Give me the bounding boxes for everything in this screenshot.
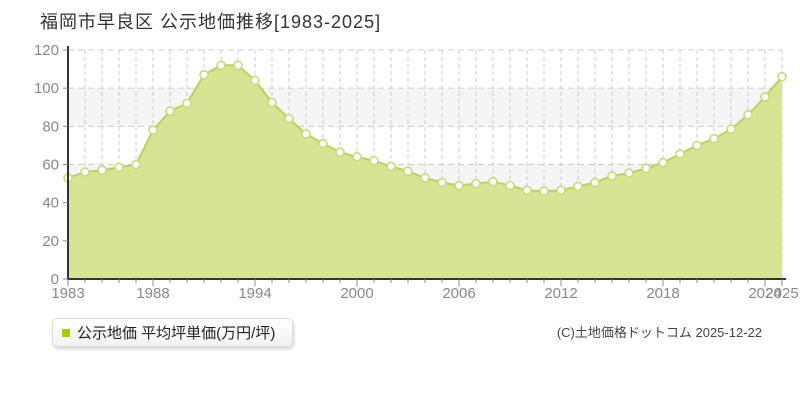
svg-text:40: 40 [42,195,59,212]
chart-title: 福岡市早良区 公示地価推移[1983-2025] [40,12,382,32]
data-point [97,165,107,175]
data-point [454,180,464,191]
svg-text:60: 60 [42,157,59,174]
copyright-text: (C)土地価格ドットコム 2025-12-22 [556,325,762,340]
legend: 公示地価 平均坪単価(万円/坪) [52,318,294,347]
svg-text:100: 100 [34,80,59,97]
data-point [403,166,413,176]
data-point [369,155,379,166]
data-point [658,157,668,168]
data-points [63,60,787,196]
data-point [624,168,634,178]
data-point [573,181,583,192]
data-point [165,106,175,116]
data-point [216,60,226,71]
svg-text:1988: 1988 [136,285,169,302]
data-point [709,133,719,144]
data-point [267,97,277,108]
svg-text:0: 0 [51,271,59,288]
data-point [199,70,209,80]
svg-text:2000: 2000 [340,285,373,302]
data-point [420,173,430,183]
y-tick-labels: 0 20 40 60 80 100 120 [34,42,68,288]
data-point [250,75,260,86]
data-point [675,149,685,159]
data-point [114,162,124,173]
data-point [182,98,192,109]
data-point [301,129,311,139]
svg-text:2025: 2025 [765,285,798,302]
svg-text:120: 120 [34,42,59,59]
area-series [68,65,782,279]
data-point [335,147,345,157]
svg-text:2018: 2018 [646,285,679,302]
data-point [284,113,294,124]
data-point [522,185,532,196]
data-point [590,177,600,188]
data-point [148,125,158,135]
svg-text:1983: 1983 [51,285,84,302]
legend-marker-icon [62,328,70,337]
data-point [233,60,243,71]
data-point [505,180,515,191]
data-point [743,110,753,120]
data-point [760,92,770,102]
data-point [318,138,328,149]
data-point [539,186,549,196]
svg-text:20: 20 [42,233,59,250]
data-point [471,178,481,189]
svg-text:2012: 2012 [544,285,577,302]
data-point [726,124,736,134]
data-point [641,163,651,174]
svg-text:80: 80 [42,118,59,135]
data-point [488,176,498,187]
data-point [131,159,141,170]
data-point [437,177,447,188]
legend-label: 公示地価 平均坪単価(万円/坪) [77,325,276,342]
data-point [692,140,702,151]
svg-text:2024: 2024 [748,285,781,302]
data-point [556,185,566,196]
svg-text:1994: 1994 [238,285,271,302]
data-point [386,161,396,172]
svg-text:2006: 2006 [442,285,475,302]
data-point [777,71,787,82]
data-point [80,167,90,177]
data-point [607,171,617,181]
data-point [352,152,362,162]
